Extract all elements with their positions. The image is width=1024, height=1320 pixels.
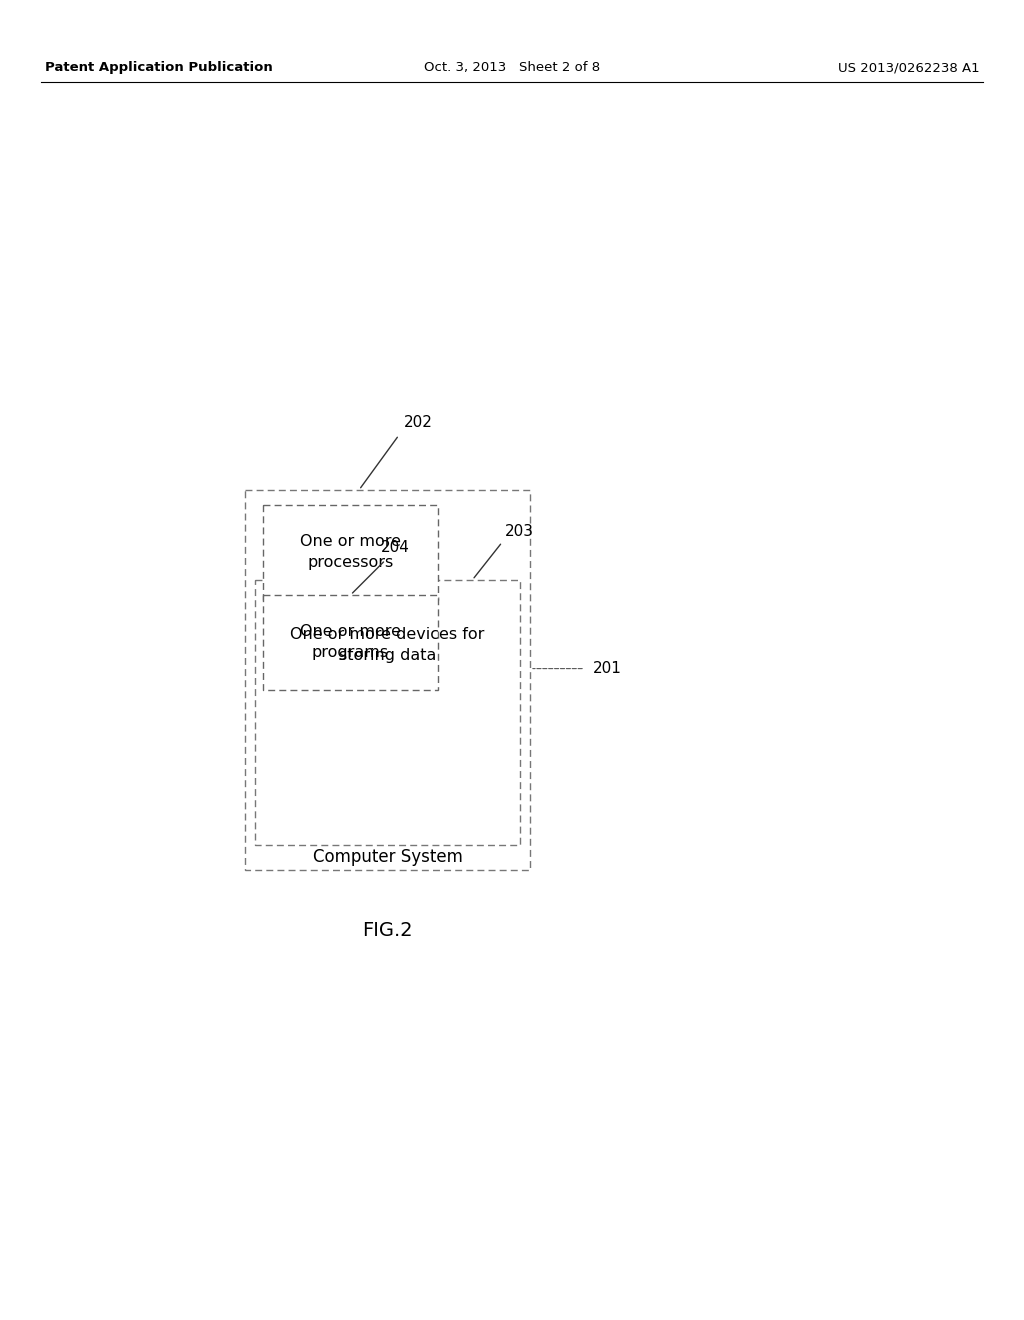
Bar [263, 595, 438, 690]
Text: 204: 204 [381, 540, 410, 554]
Text: US 2013/0262238 A1: US 2013/0262238 A1 [839, 62, 980, 74]
Bar [255, 579, 520, 845]
Text: One or more devices for
storing data: One or more devices for storing data [291, 627, 484, 663]
Text: 203: 203 [505, 524, 535, 539]
Text: Oct. 3, 2013   Sheet 2 of 8: Oct. 3, 2013 Sheet 2 of 8 [424, 62, 600, 74]
Text: Patent Application Publication: Patent Application Publication [45, 62, 272, 74]
Text: FIG.2: FIG.2 [362, 920, 413, 940]
Bar [255, 579, 520, 710]
Text: One or more
processors: One or more processors [300, 535, 401, 570]
Bar [245, 490, 530, 870]
Text: 202: 202 [404, 414, 433, 430]
Text: 201: 201 [593, 661, 622, 676]
Bar [263, 506, 438, 601]
Text: Computer System: Computer System [312, 849, 463, 866]
Text: One or more
programs: One or more programs [300, 624, 401, 660]
